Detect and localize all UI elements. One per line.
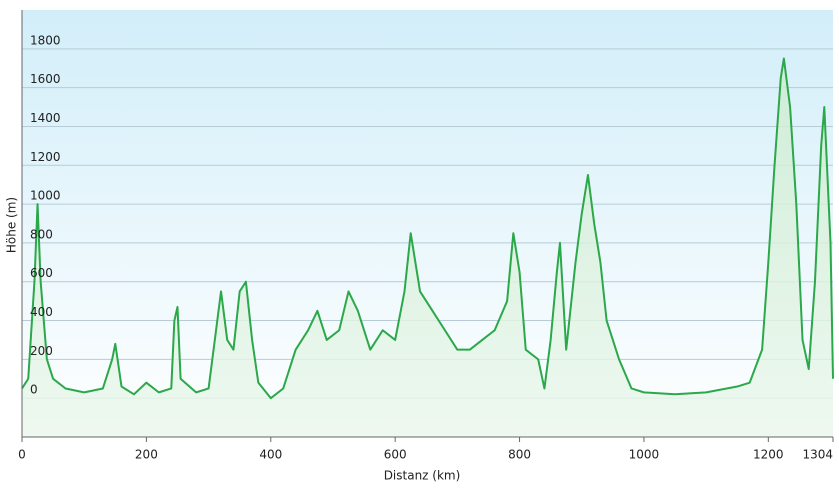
x-tick-label: 600 [384, 448, 407, 462]
y-tick-label: 800 [30, 227, 53, 241]
y-tick-label: 1600 [30, 72, 61, 86]
x-tick-label: 0 [18, 448, 26, 462]
x-tick-label: 1000 [629, 448, 660, 462]
plot [21, 57, 834, 437]
y-tick-label: 0 [30, 383, 38, 397]
y-tick-label: 600 [30, 266, 53, 280]
y-tick-label: 400 [30, 305, 53, 319]
y-tick-label: 1000 [30, 189, 61, 203]
x-axis-label: Distanz (km) [384, 469, 461, 483]
y-tick-label: 200 [30, 344, 53, 358]
y-axis-label: Höhe (m) [5, 197, 19, 253]
labels: 0 200 400 600 800 1000 1200 1400 1600 1800 0 200 400… [18, 33, 834, 462]
x-tick-label: 1200 [753, 448, 784, 462]
x-tick-label: 800 [508, 448, 531, 462]
x-tick-label: 200 [135, 448, 158, 462]
y-tick-label: 1800 [30, 33, 61, 47]
elevation-line [21, 57, 834, 400]
y-tick-label: 1400 [30, 111, 61, 125]
y-tick-label: 1200 [30, 150, 61, 164]
area-fill [22, 58, 833, 437]
x-tick-label: 400 [259, 448, 282, 462]
x-tick-label: 1304 [802, 448, 833, 462]
